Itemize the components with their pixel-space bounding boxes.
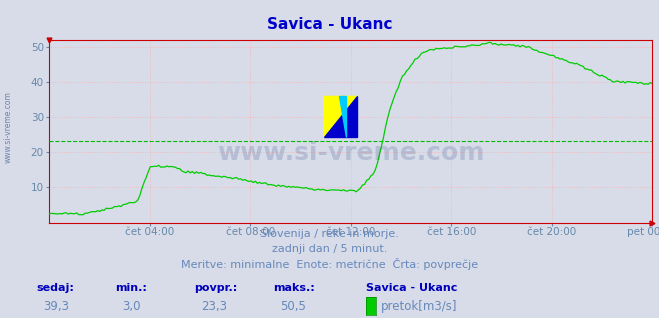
Text: Meritve: minimalne  Enote: metrične  Črta: povprečje: Meritve: minimalne Enote: metrične Črta:… [181,258,478,270]
Text: zadnji dan / 5 minut.: zadnji dan / 5 minut. [272,244,387,254]
Text: 3,0: 3,0 [122,301,140,313]
Text: min.:: min.: [115,283,147,293]
Text: 39,3: 39,3 [43,301,69,313]
Polygon shape [324,96,357,137]
Text: povpr.:: povpr.: [194,283,238,293]
Text: Savica - Ukanc: Savica - Ukanc [267,17,392,32]
Text: pretok[m3/s]: pretok[m3/s] [381,301,457,313]
Text: Slovenija / reke in morje.: Slovenija / reke in morje. [260,229,399,239]
Text: www.si-vreme.com: www.si-vreme.com [217,141,484,165]
Polygon shape [324,96,357,137]
Text: sedaj:: sedaj: [36,283,74,293]
Text: Savica - Ukanc: Savica - Ukanc [366,283,457,293]
Polygon shape [339,96,347,137]
Text: maks.:: maks.: [273,283,315,293]
Text: www.si-vreme.com: www.si-vreme.com [3,91,13,163]
Text: 50,5: 50,5 [280,301,306,313]
Text: 23,3: 23,3 [201,301,227,313]
